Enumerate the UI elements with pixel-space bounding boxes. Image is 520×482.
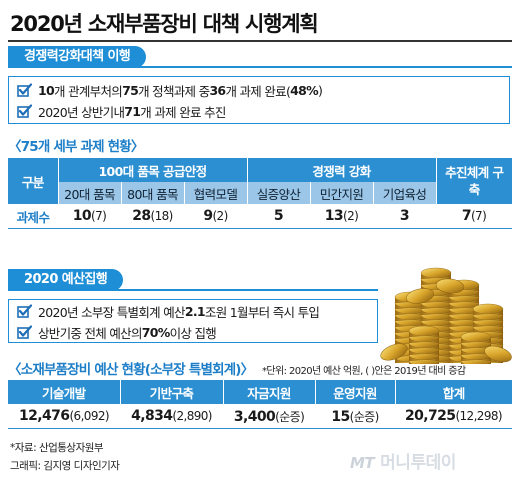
table-cell: 7(7): [436, 204, 512, 229]
bullet-text: 조원 1월부터 즉시 투입: [204, 305, 320, 320]
section1-label: 경쟁력강화대책 이행: [8, 46, 147, 68]
section2-line: [8, 289, 378, 291]
table1: 구분 100대 품목 공급안정 경쟁력 강화 추진체계 구축 20대 품목 80…: [8, 158, 512, 229]
table-cell: 5: [247, 204, 310, 229]
table-cell: 20,725(12,298): [395, 404, 512, 429]
cell-change: (순증): [349, 409, 380, 424]
checkbox-icon: [17, 104, 32, 118]
bullet-text: 2020년 상반기내: [38, 105, 125, 120]
page-title: 2020년 소재부품장비 대책 시행계획: [10, 12, 319, 36]
bullet-text: 개 과제 완료 추진: [140, 105, 226, 120]
bullet-text: 36: [209, 83, 226, 98]
cell-value: 3,400: [233, 408, 276, 425]
title-rule: [8, 40, 512, 42]
table-cell: 12,476(6,092): [8, 404, 120, 429]
publisher-logo: MT 머니투데이: [350, 448, 456, 473]
table1-subhead: 실증양산: [246, 182, 310, 204]
table1-subhead: 기업육성: [372, 182, 436, 204]
cell-value: 4,834: [131, 408, 173, 424]
bullet-text: 2020년 소부장 특별회계 예산: [38, 305, 186, 320]
logo-mt: MT: [350, 454, 375, 472]
table2: 기술개발 기반구축 자금지원 운영지원 합계 12,476(6,092) 4,834(2,…: [8, 380, 512, 429]
cell-value: 13: [324, 208, 344, 224]
bullet-text: 개 과제 완료(: [225, 84, 291, 99]
source-note: *자료: 산업통상자원부: [10, 442, 104, 454]
cell-change: (7): [91, 209, 107, 223]
cell-change: (12,298): [455, 409, 502, 423]
bullet-text: 10: [38, 83, 55, 98]
bullet-text: 75: [122, 83, 139, 98]
table-cell: 9(2): [184, 204, 247, 229]
table1-heading: 〈75개 세부 과제 현황〉: [8, 139, 144, 155]
cell-change: (순증): [275, 409, 305, 424]
table2-heading: 〈소재부품장비 예산 현황(소부장 특별회계)〉: [8, 362, 254, 378]
table2-header: 자금지원: [222, 380, 315, 404]
table2-header: 기술개발: [8, 380, 120, 404]
cell-value: 5: [273, 208, 284, 224]
cell-change: (18): [150, 209, 174, 223]
cell-value: 28: [132, 208, 151, 224]
graphic-credit: 그래픽: 김지영 디자인기자: [10, 460, 120, 472]
table-cell: 13(2): [310, 204, 373, 229]
cell-change: (2): [212, 209, 228, 223]
bullet-text: ): [318, 83, 323, 98]
table-cell: 15(순증): [315, 404, 395, 429]
bullet-item: 2020년 소부장 특별회계 예산 2.1 조원 1월부터 즉시 투입: [17, 301, 377, 322]
cell-value: 20,725: [405, 408, 456, 424]
table2-header: 운영지원: [314, 380, 395, 404]
bullet-text: 71: [124, 104, 141, 119]
table-cell: 4,834(2,890): [120, 404, 223, 429]
bullet-text: 48%: [290, 83, 319, 98]
table-cell: 3: [373, 204, 436, 229]
bullet-item: 2020년 상반기내 71 개 과제 완료 추진: [17, 101, 509, 122]
table-cell: 3,400(순증): [223, 404, 315, 429]
cell-value: 10: [72, 208, 92, 224]
gold-coins-icon: [380, 267, 512, 364]
cell-value: 15: [331, 408, 350, 425]
table1-subhead: 민간지원: [309, 182, 373, 204]
cell-change: (2,890): [172, 409, 212, 423]
bullet-item: 상반기중 전체 예산의 70% 이상 집행: [17, 322, 377, 343]
table1-row-label: 과제수: [8, 204, 58, 229]
table2-header: 합계: [394, 380, 512, 404]
cell-value: 12,476: [19, 408, 70, 424]
checkbox-icon: [17, 304, 32, 318]
table1-subhead: 협력모델: [183, 182, 247, 204]
bullet-text: 상반기중 전체 예산의: [38, 326, 142, 341]
cell-value: 7: [461, 208, 472, 224]
cell-change: (6,092): [69, 409, 109, 423]
section2-label: 2020 예산집행: [8, 269, 124, 291]
section2-bullets: 2020년 소부장 특별회계 예산 2.1 조원 1월부터 즉시 투입 상반기중 전…: [9, 300, 377, 343]
cell-change: (2): [343, 209, 359, 223]
table1-group-supply: 100대 품목 공급안정: [57, 158, 247, 182]
section1-line: [8, 66, 512, 68]
bullet-item: 10 개 관계부처의 75 개 정책과제 중 36 개 과제 완료(48%): [17, 80, 509, 101]
bullet-text: 이상 집행: [169, 326, 217, 341]
table1-subhead: 20대 품목: [57, 182, 121, 204]
table-cell: 10(7): [58, 204, 121, 229]
cell-value: 9: [203, 208, 213, 224]
bullet-text: 70%: [141, 325, 171, 340]
section1-box: 10 개 관계부처의 75 개 정책과제 중 36 개 과제 완료(48%) 2020년…: [8, 76, 510, 124]
bullet-text: 개 관계부처의: [54, 84, 123, 99]
table1-subhead: 80대 품목: [120, 182, 184, 204]
table1-group-system: 추진체계 구축: [435, 158, 512, 204]
table-cell: 28(18): [121, 204, 184, 229]
table2-unit-note: *단위: 2020년 예산 억원, ( )안은 2019년 대비 증감: [262, 366, 466, 377]
section2-box: 2020년 소부장 특별회계 예산 2.1 조원 1월부터 즉시 투입 상반기중 전…: [8, 299, 378, 343]
bullet-text: 개 정책과제 중: [138, 84, 210, 99]
bullet-text: 2.1: [184, 304, 206, 319]
cell-value: 3: [399, 208, 410, 224]
table1-col-label: 구분: [8, 158, 58, 204]
table2-header: 기반구축: [119, 380, 223, 404]
checkbox-icon: [17, 83, 32, 97]
checkbox-icon: [17, 325, 32, 339]
cell-change: (7): [470, 209, 487, 223]
table1-group-competitiveness: 경쟁력 강화: [246, 158, 436, 182]
logo-name: 머니투데이: [380, 453, 456, 473]
section1-bullets: 10 개 관계부처의 75 개 정책과제 중 36 개 과제 완료(48%) 2020년…: [9, 77, 509, 122]
